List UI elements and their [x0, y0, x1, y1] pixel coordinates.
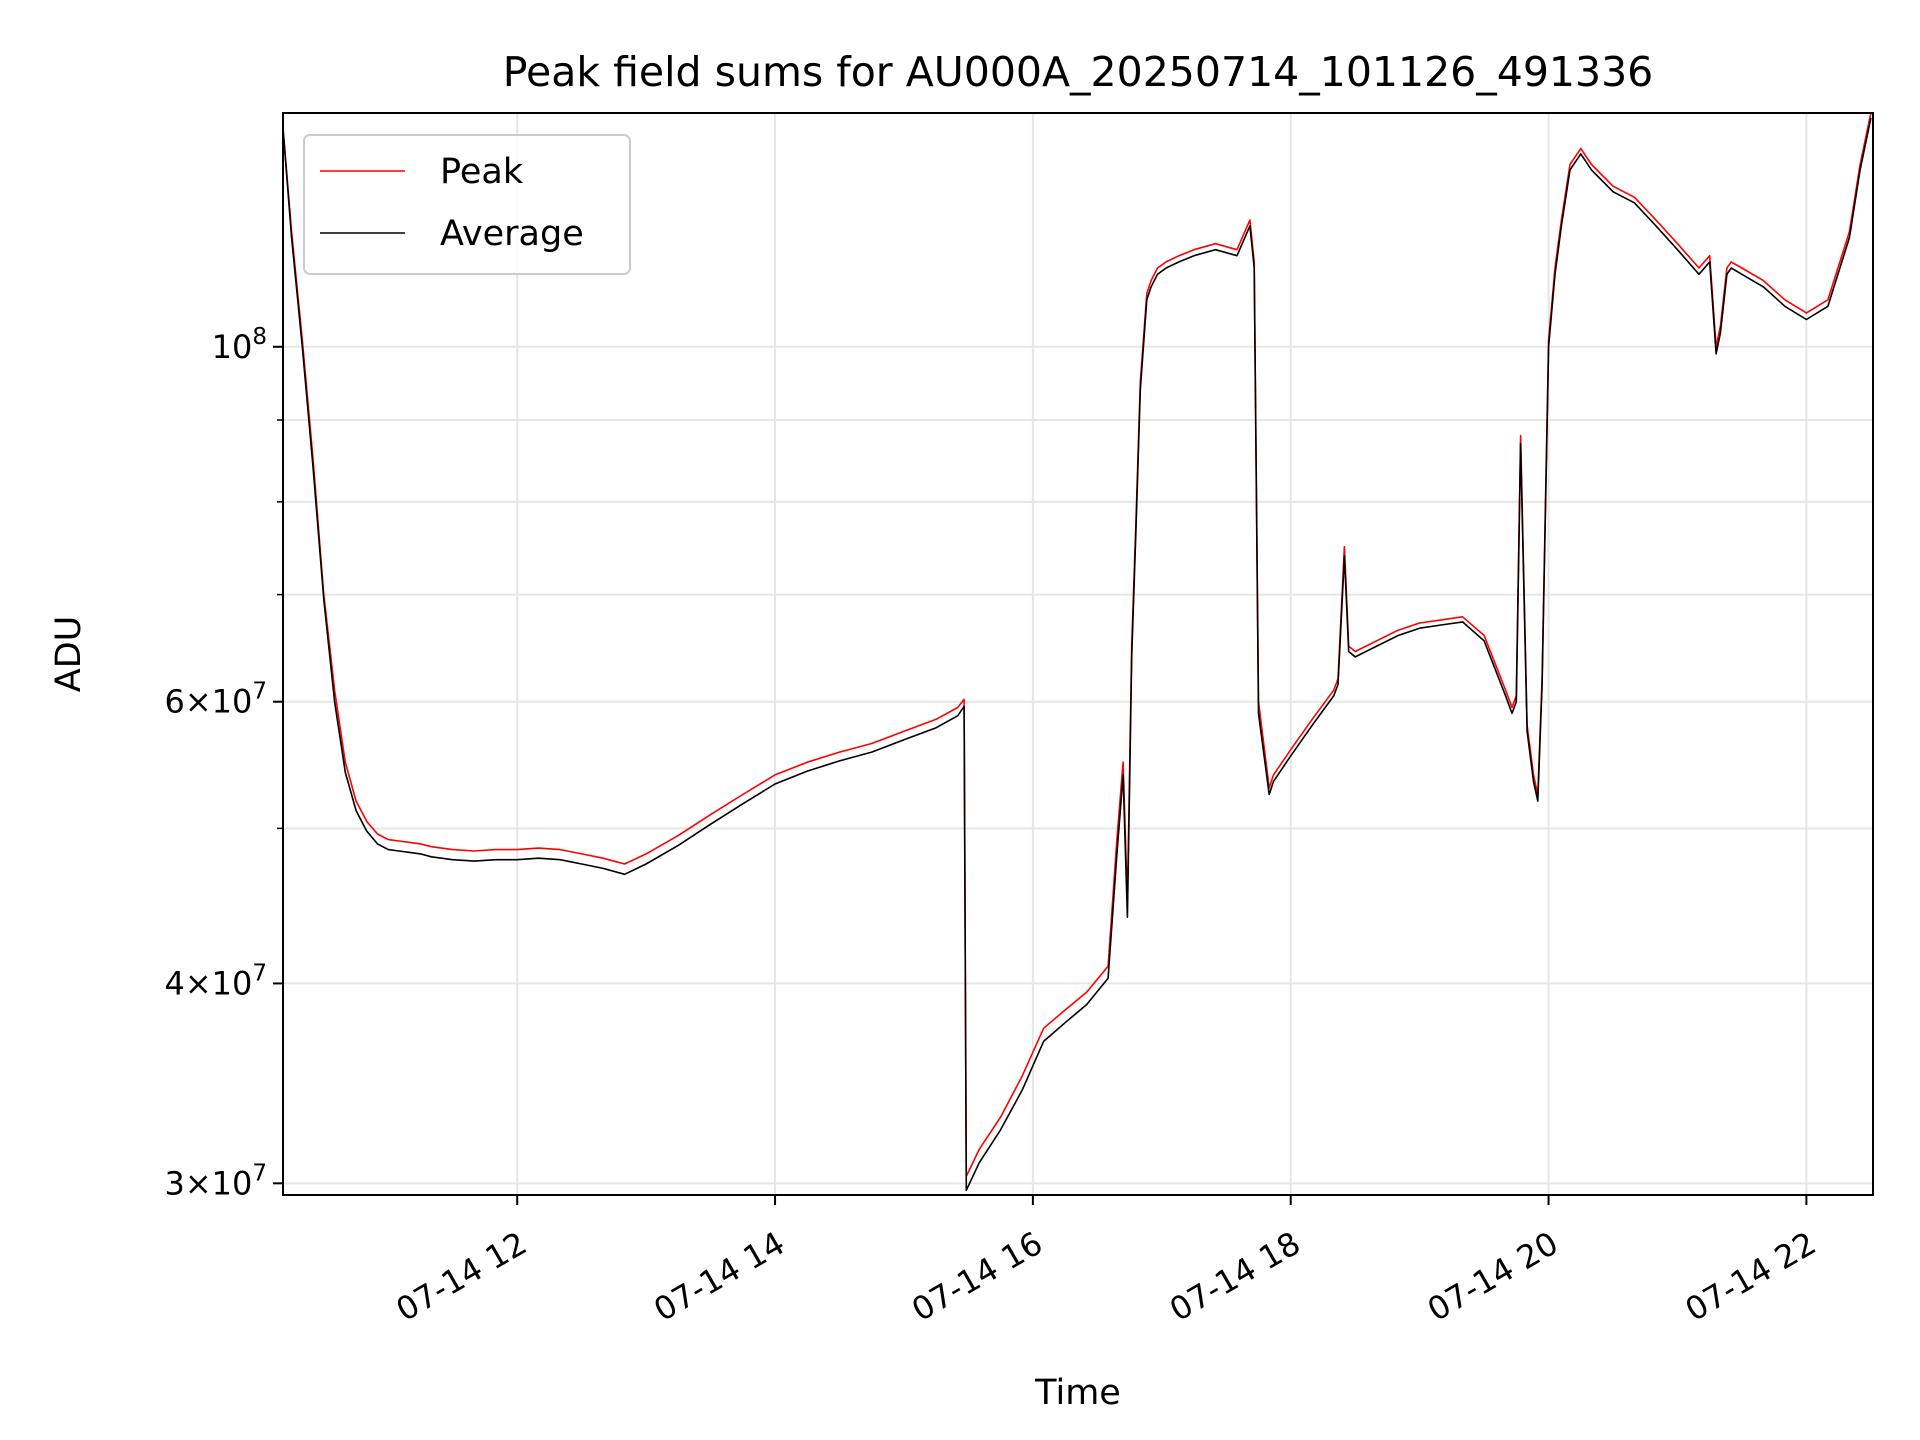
chart-title: Peak field sums for AU000A_20250714_1011… [503, 48, 1654, 96]
series-line-peak [282, 112, 1872, 1178]
plot-frame [282, 112, 1874, 1196]
y-axis-label: ADU [49, 616, 89, 693]
legend-label-average: Average [440, 214, 584, 254]
y-tick-label: 4×107 [164, 960, 267, 1002]
legend-box [303, 134, 631, 275]
x-axis-label: Time [1034, 1373, 1121, 1413]
y-tick-label: 3×107 [164, 1160, 267, 1202]
series-layer [282, 112, 1872, 1192]
series-line-average [282, 117, 1872, 1192]
y-tick-label: 108 [212, 324, 267, 366]
legend: Peak Average [303, 134, 631, 275]
y-tick-label: 6×107 [164, 679, 267, 721]
legend-label-peak: Peak [440, 152, 524, 192]
grid [283, 113, 1873, 1195]
